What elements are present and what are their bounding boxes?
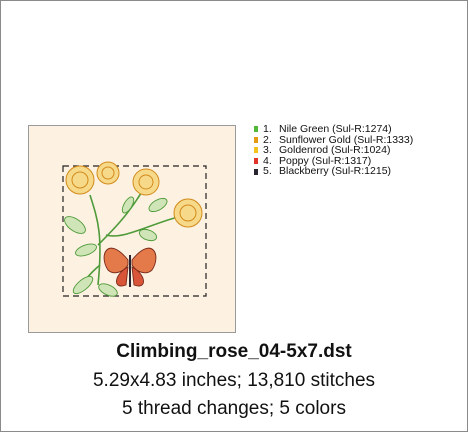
thread-number: 1. [263,124,279,135]
file-name: Climbing_rose_04-5x7.dst [1,341,467,363]
page: 1.Nile Green (Sul-R:1274)2.Sunflower Gol… [0,0,468,432]
thread-swatch [254,147,258,153]
thread-row: 1.Nile Green (Sul-R:1274) [254,124,413,135]
thread-list: 1.Nile Green (Sul-R:1274)2.Sunflower Gol… [254,124,413,177]
design-preview [28,125,237,334]
thread-name: Blackberry (Sul-R:1215) [279,166,391,177]
thread-swatch [254,137,258,143]
thread-row: 5.Blackberry (Sul-R:1215) [254,166,413,177]
thread-number: 5. [263,166,279,177]
changes-colors: 5 thread changes; 5 colors [1,398,467,420]
thread-swatch [254,158,258,164]
thread-name: Nile Green (Sul-R:1274) [279,124,392,135]
thread-swatch [254,169,258,175]
size-stitches: 5.29x4.83 inches; 13,810 stitches [1,370,467,392]
thread-swatch [254,126,258,132]
